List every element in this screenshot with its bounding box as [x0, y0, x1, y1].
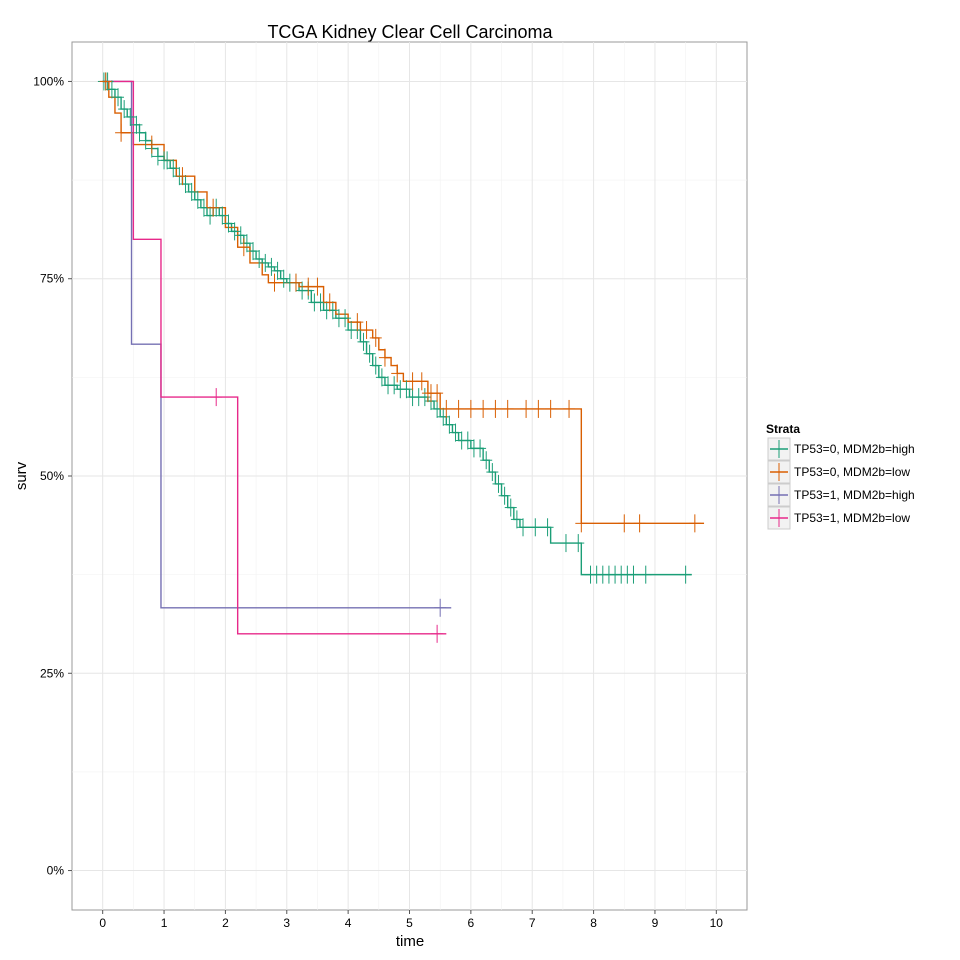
- x-tick-label: 10: [710, 916, 724, 930]
- y-axis-label: surv: [13, 461, 30, 490]
- y-tick-label: 0%: [47, 864, 65, 878]
- survival-curve-4: [102, 80, 447, 635]
- x-tick-label: 5: [406, 916, 413, 930]
- x-tick-label: 8: [590, 916, 597, 930]
- x-tick-label: 3: [283, 916, 290, 930]
- y-tick-label: 75%: [40, 272, 64, 286]
- plot-panel: [71, 41, 748, 911]
- legend-label: TP53=1, MDM2b=high: [794, 488, 915, 502]
- legend-title: Strata: [766, 422, 800, 436]
- x-tick-label: 6: [468, 916, 475, 930]
- x-axis: 0 1 2 3 4 5 6 7 8 9 10: [99, 910, 723, 930]
- x-axis-label: time: [396, 933, 424, 950]
- x-tick-label: 1: [161, 916, 168, 930]
- y-tick-label: 50%: [40, 469, 64, 483]
- legend-items: TP53=0, MDM2b=high TP53=0, MDM2b=low TP53=…: [767, 437, 915, 530]
- x-tick-label: 0: [99, 916, 106, 930]
- x-tick-label: 9: [652, 916, 659, 930]
- legend-label: TP53=0, MDM2b=low: [794, 465, 910, 479]
- legend: Strata TP53=0, MDM2b=high TP53=0, MDM2b=l…: [766, 422, 915, 530]
- x-tick-label: 2: [222, 916, 229, 930]
- chart-title: TCGA Kidney Clear Cell Carcinoma: [267, 22, 553, 42]
- y-tick-label: 100%: [33, 74, 64, 88]
- y-axis: 0% 25% 50% 75% 100%: [33, 74, 72, 878]
- x-tick-label: 7: [529, 916, 536, 930]
- legend-label: TP53=1, MDM2b=low: [794, 511, 910, 525]
- censor-marks: [97, 72, 701, 643]
- x-tick-label: 4: [345, 916, 352, 930]
- y-tick-label: 25%: [40, 666, 64, 680]
- grid-lines: [72, 42, 747, 910]
- legend-label: TP53=0, MDM2b=high: [794, 442, 915, 456]
